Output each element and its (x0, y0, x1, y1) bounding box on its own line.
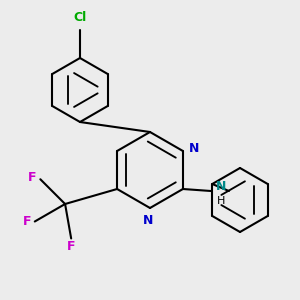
Text: N: N (216, 181, 226, 194)
Text: F: F (28, 171, 37, 184)
Text: F: F (67, 240, 75, 253)
Text: Cl: Cl (74, 11, 87, 24)
Text: N: N (143, 214, 153, 226)
Text: H: H (217, 196, 225, 206)
Text: N: N (189, 142, 199, 155)
Text: F: F (22, 215, 31, 228)
